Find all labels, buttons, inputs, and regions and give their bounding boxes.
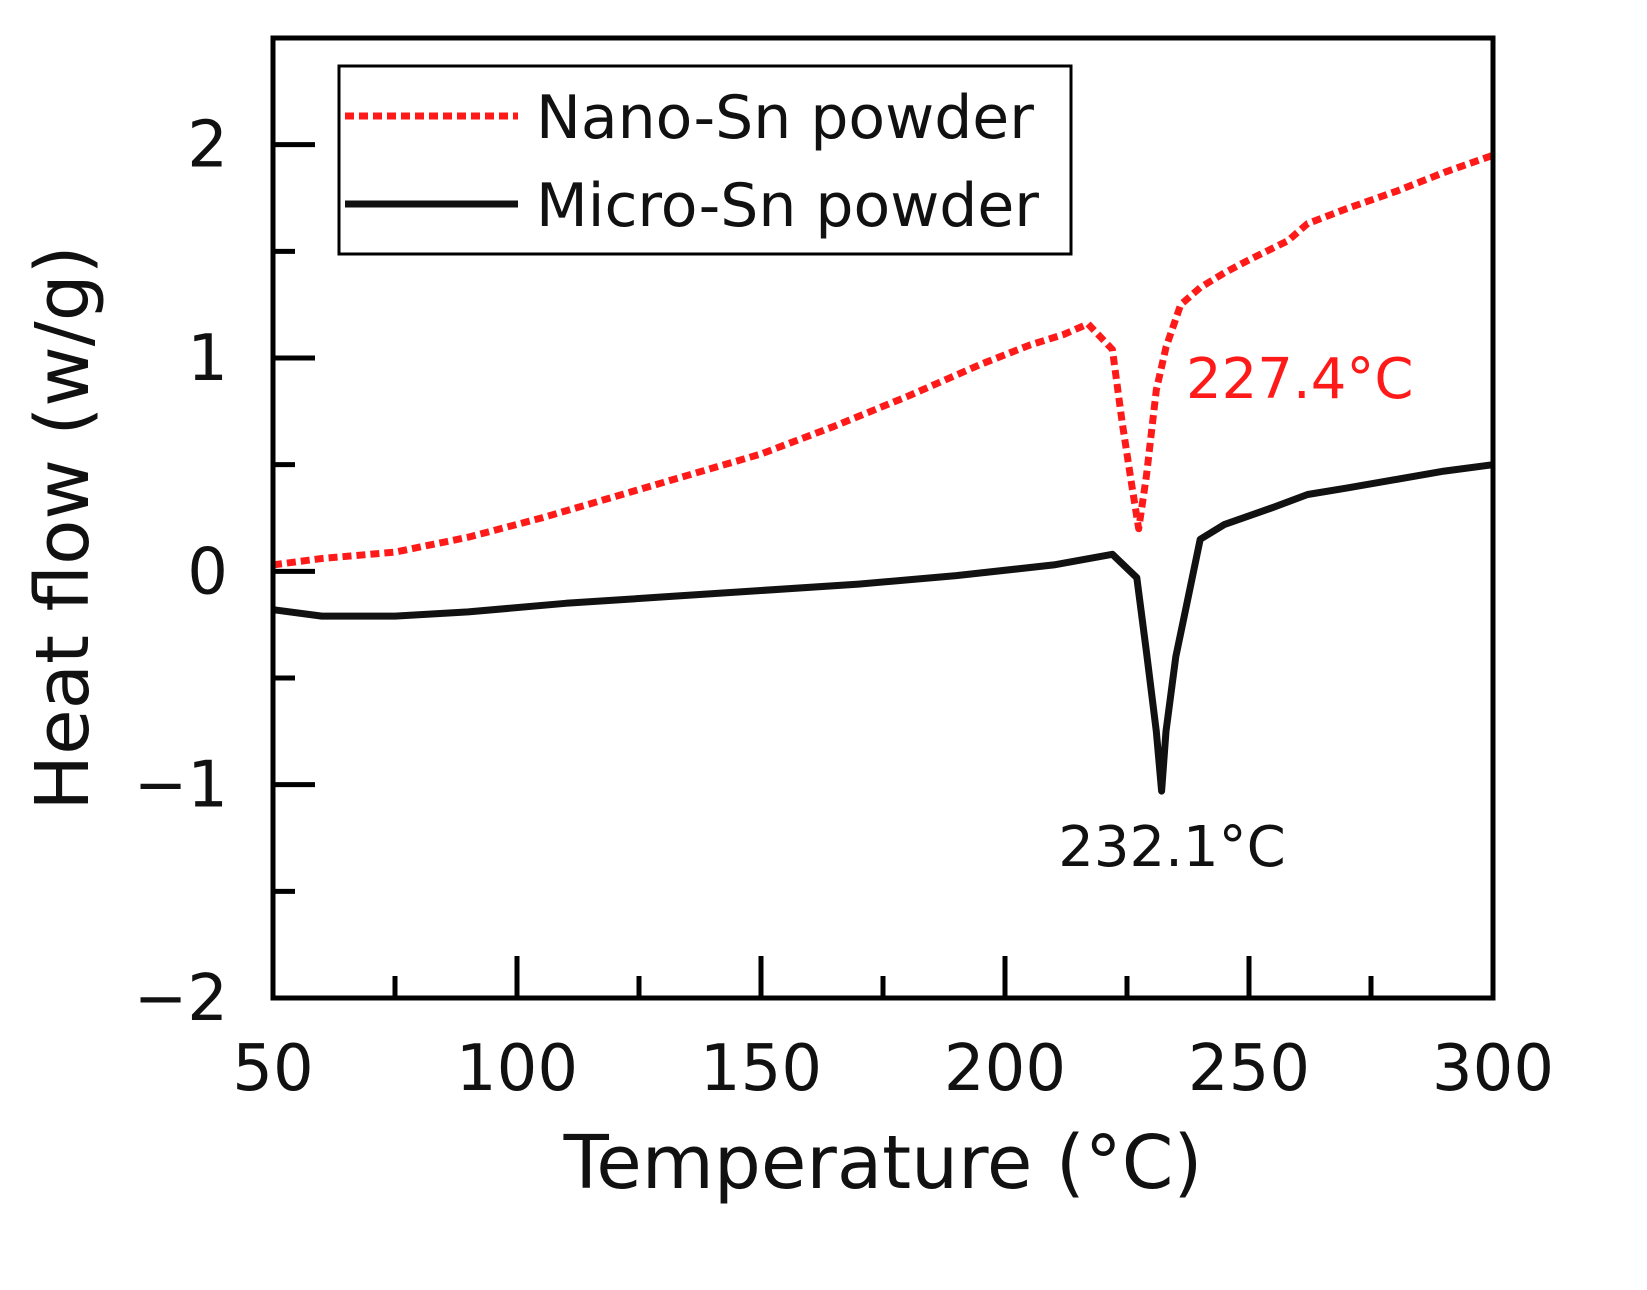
y-tick-label: 0 [187, 535, 228, 609]
x-tick-label: 200 [944, 1032, 1066, 1106]
legend: Nano-Sn powder Micro-Sn powder [337, 64, 1073, 256]
y-tick-label: 2 [187, 109, 228, 183]
y-axis-title: Heat flow (w/g) [20, 245, 106, 810]
y-tick-label: −2 [134, 962, 228, 1036]
peak-annotation-nano: 227.4°C [1186, 347, 1413, 412]
series-line-micro [272, 461, 1494, 795]
labels-layer: 50 100 150 200 250 300 −2 −1 0 1 2 [134, 109, 1554, 1106]
x-tick-label: 150 [700, 1032, 822, 1106]
x-tick-label: 50 [232, 1032, 313, 1106]
legend-label-micro: Micro-Sn powder [536, 171, 1039, 241]
peak-annotation-micro: 232.1°C [1058, 815, 1285, 880]
legend-label-nano: Nano-Sn powder [536, 83, 1034, 153]
ticks-layer [270, 142, 1496, 1001]
x-tick-label: 300 [1432, 1032, 1554, 1106]
x-tick-label: 250 [1188, 1032, 1310, 1106]
plot-frame [270, 35, 1496, 1001]
y-tick-label: −1 [134, 749, 228, 823]
x-axis-title: Temperature (°C) [563, 1120, 1203, 1206]
y-tick-label: 1 [187, 322, 228, 396]
series-layer [272, 151, 1495, 795]
x-tick-label: 100 [456, 1032, 578, 1106]
legend-box [337, 64, 1073, 256]
